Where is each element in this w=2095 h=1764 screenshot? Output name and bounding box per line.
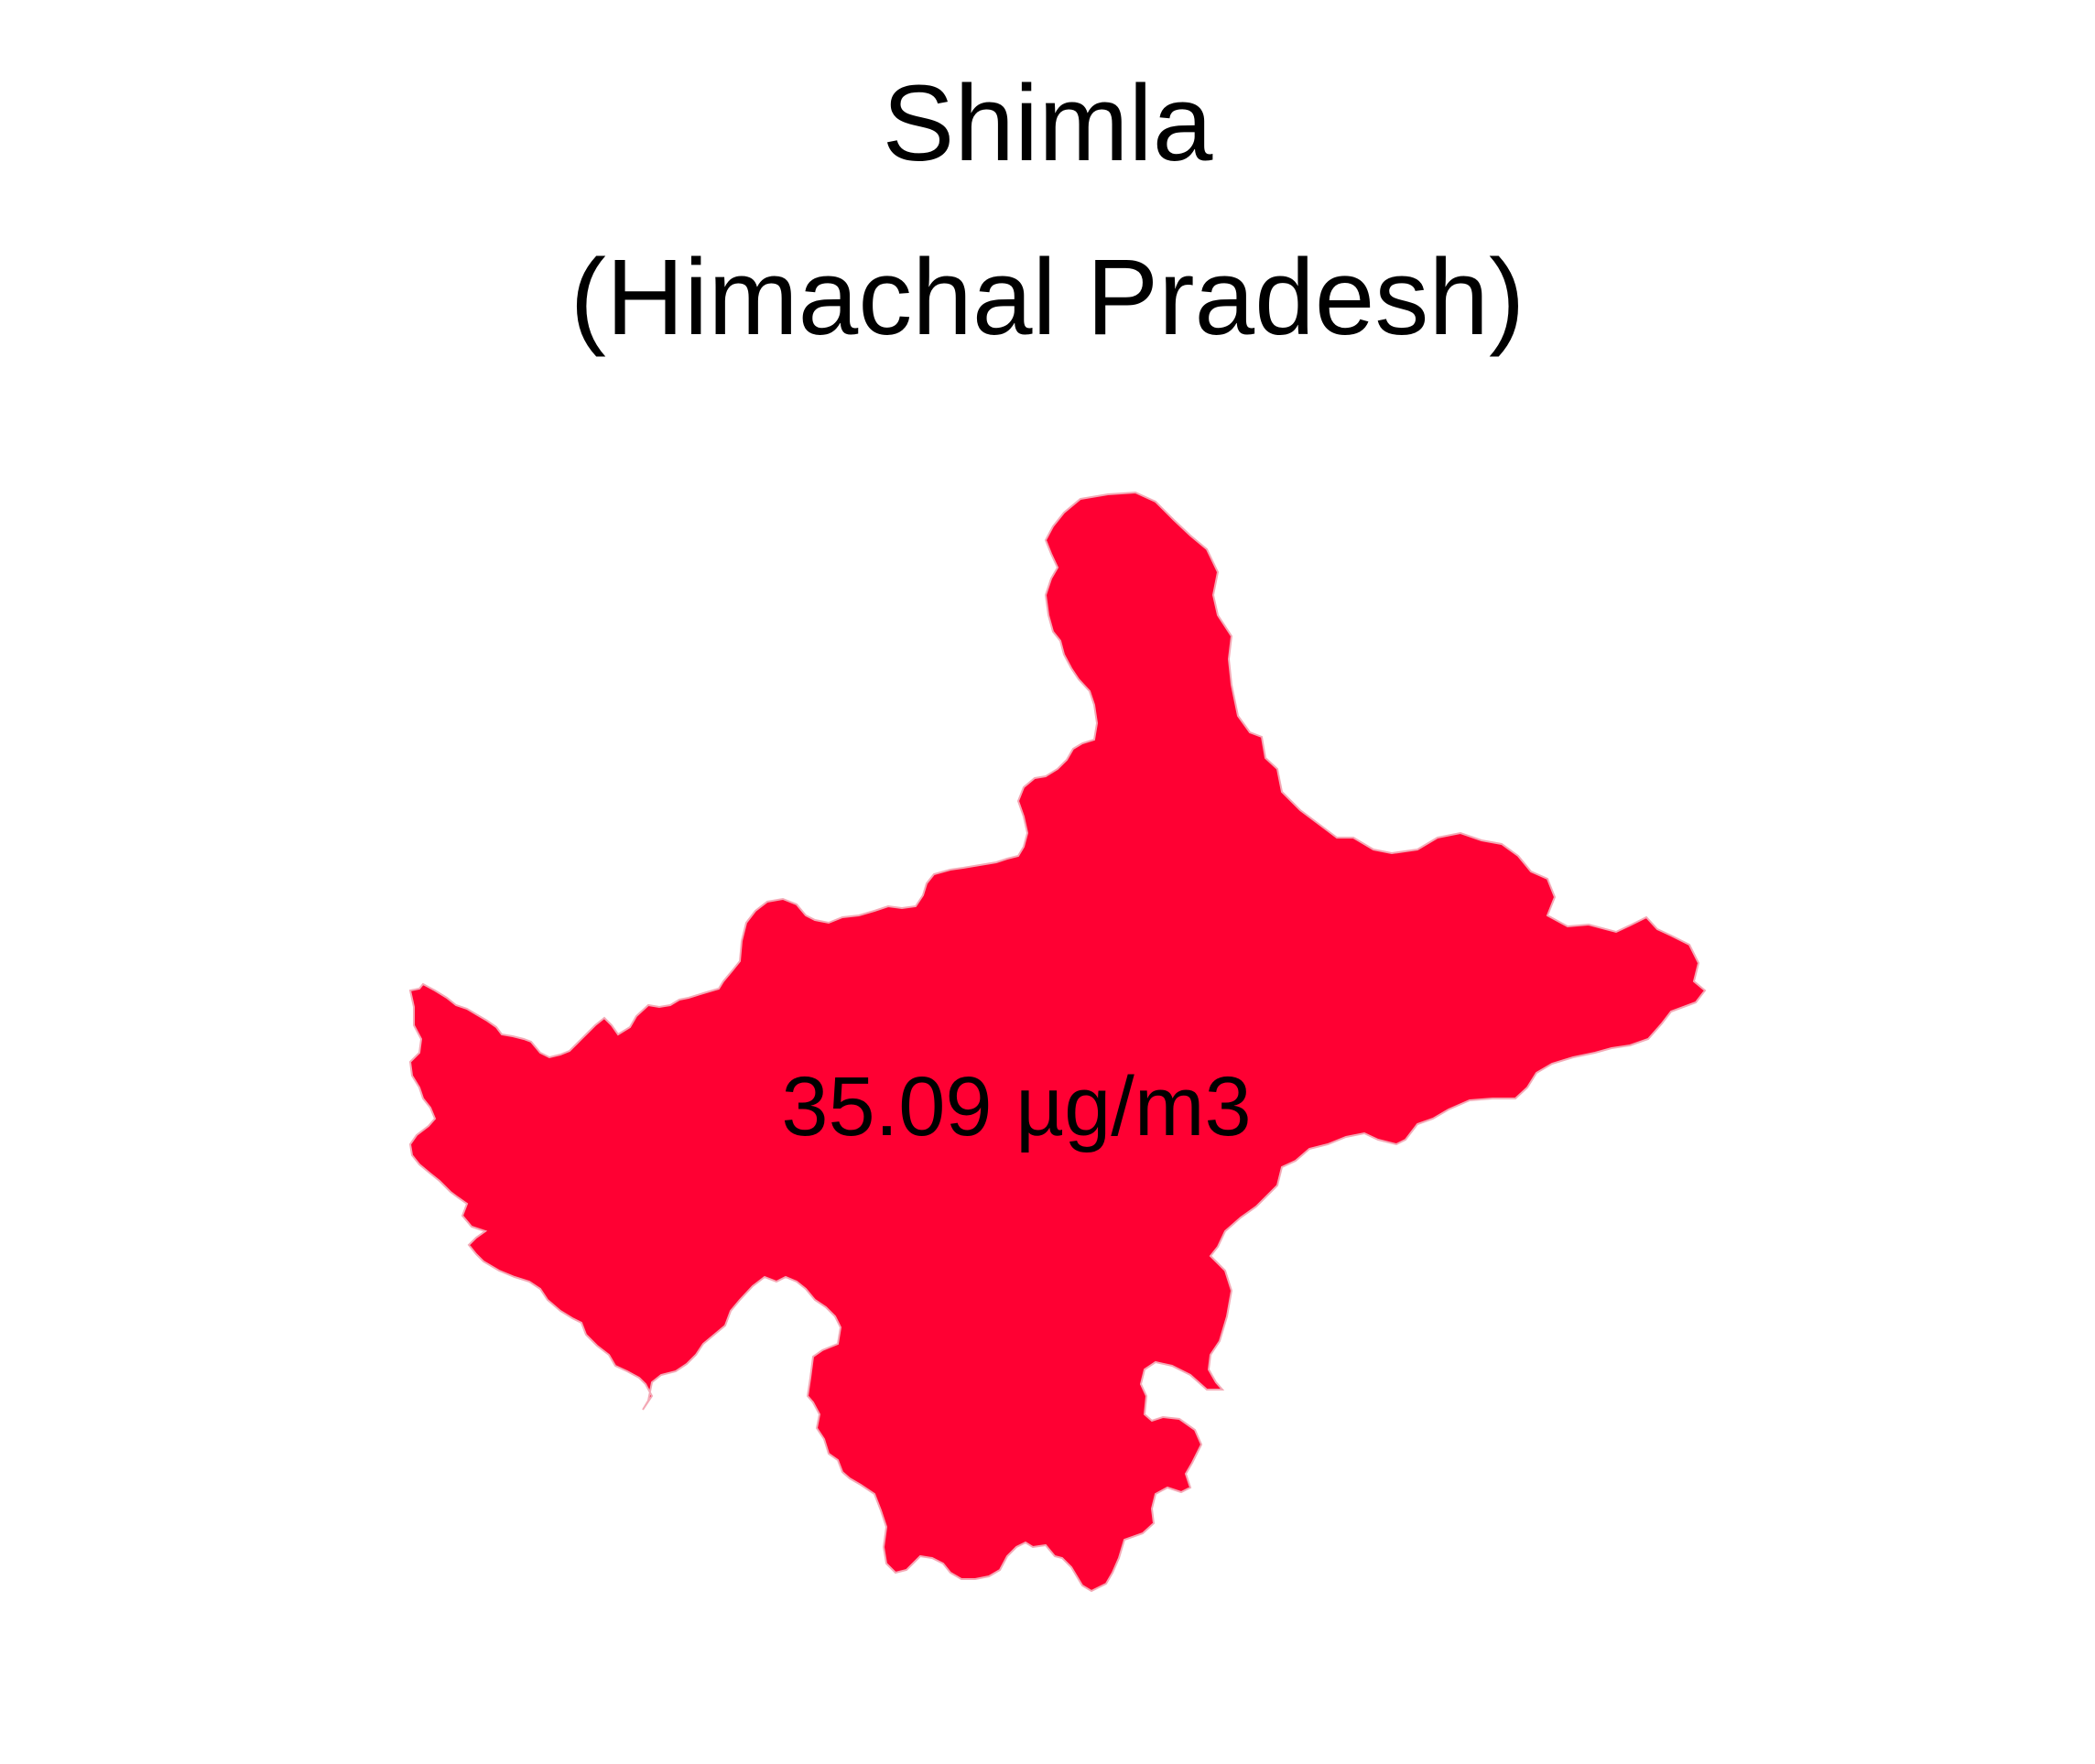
value-label: 35.09 µg/m3 [781, 1060, 1251, 1153]
district-shape-shimla [408, 491, 1707, 1593]
map-title: Shimla (Himachal Pradesh) [0, 37, 2095, 384]
title-district-name: Shimla [882, 63, 1213, 184]
title-state-name: (Himachal Pradesh) [570, 237, 1525, 358]
